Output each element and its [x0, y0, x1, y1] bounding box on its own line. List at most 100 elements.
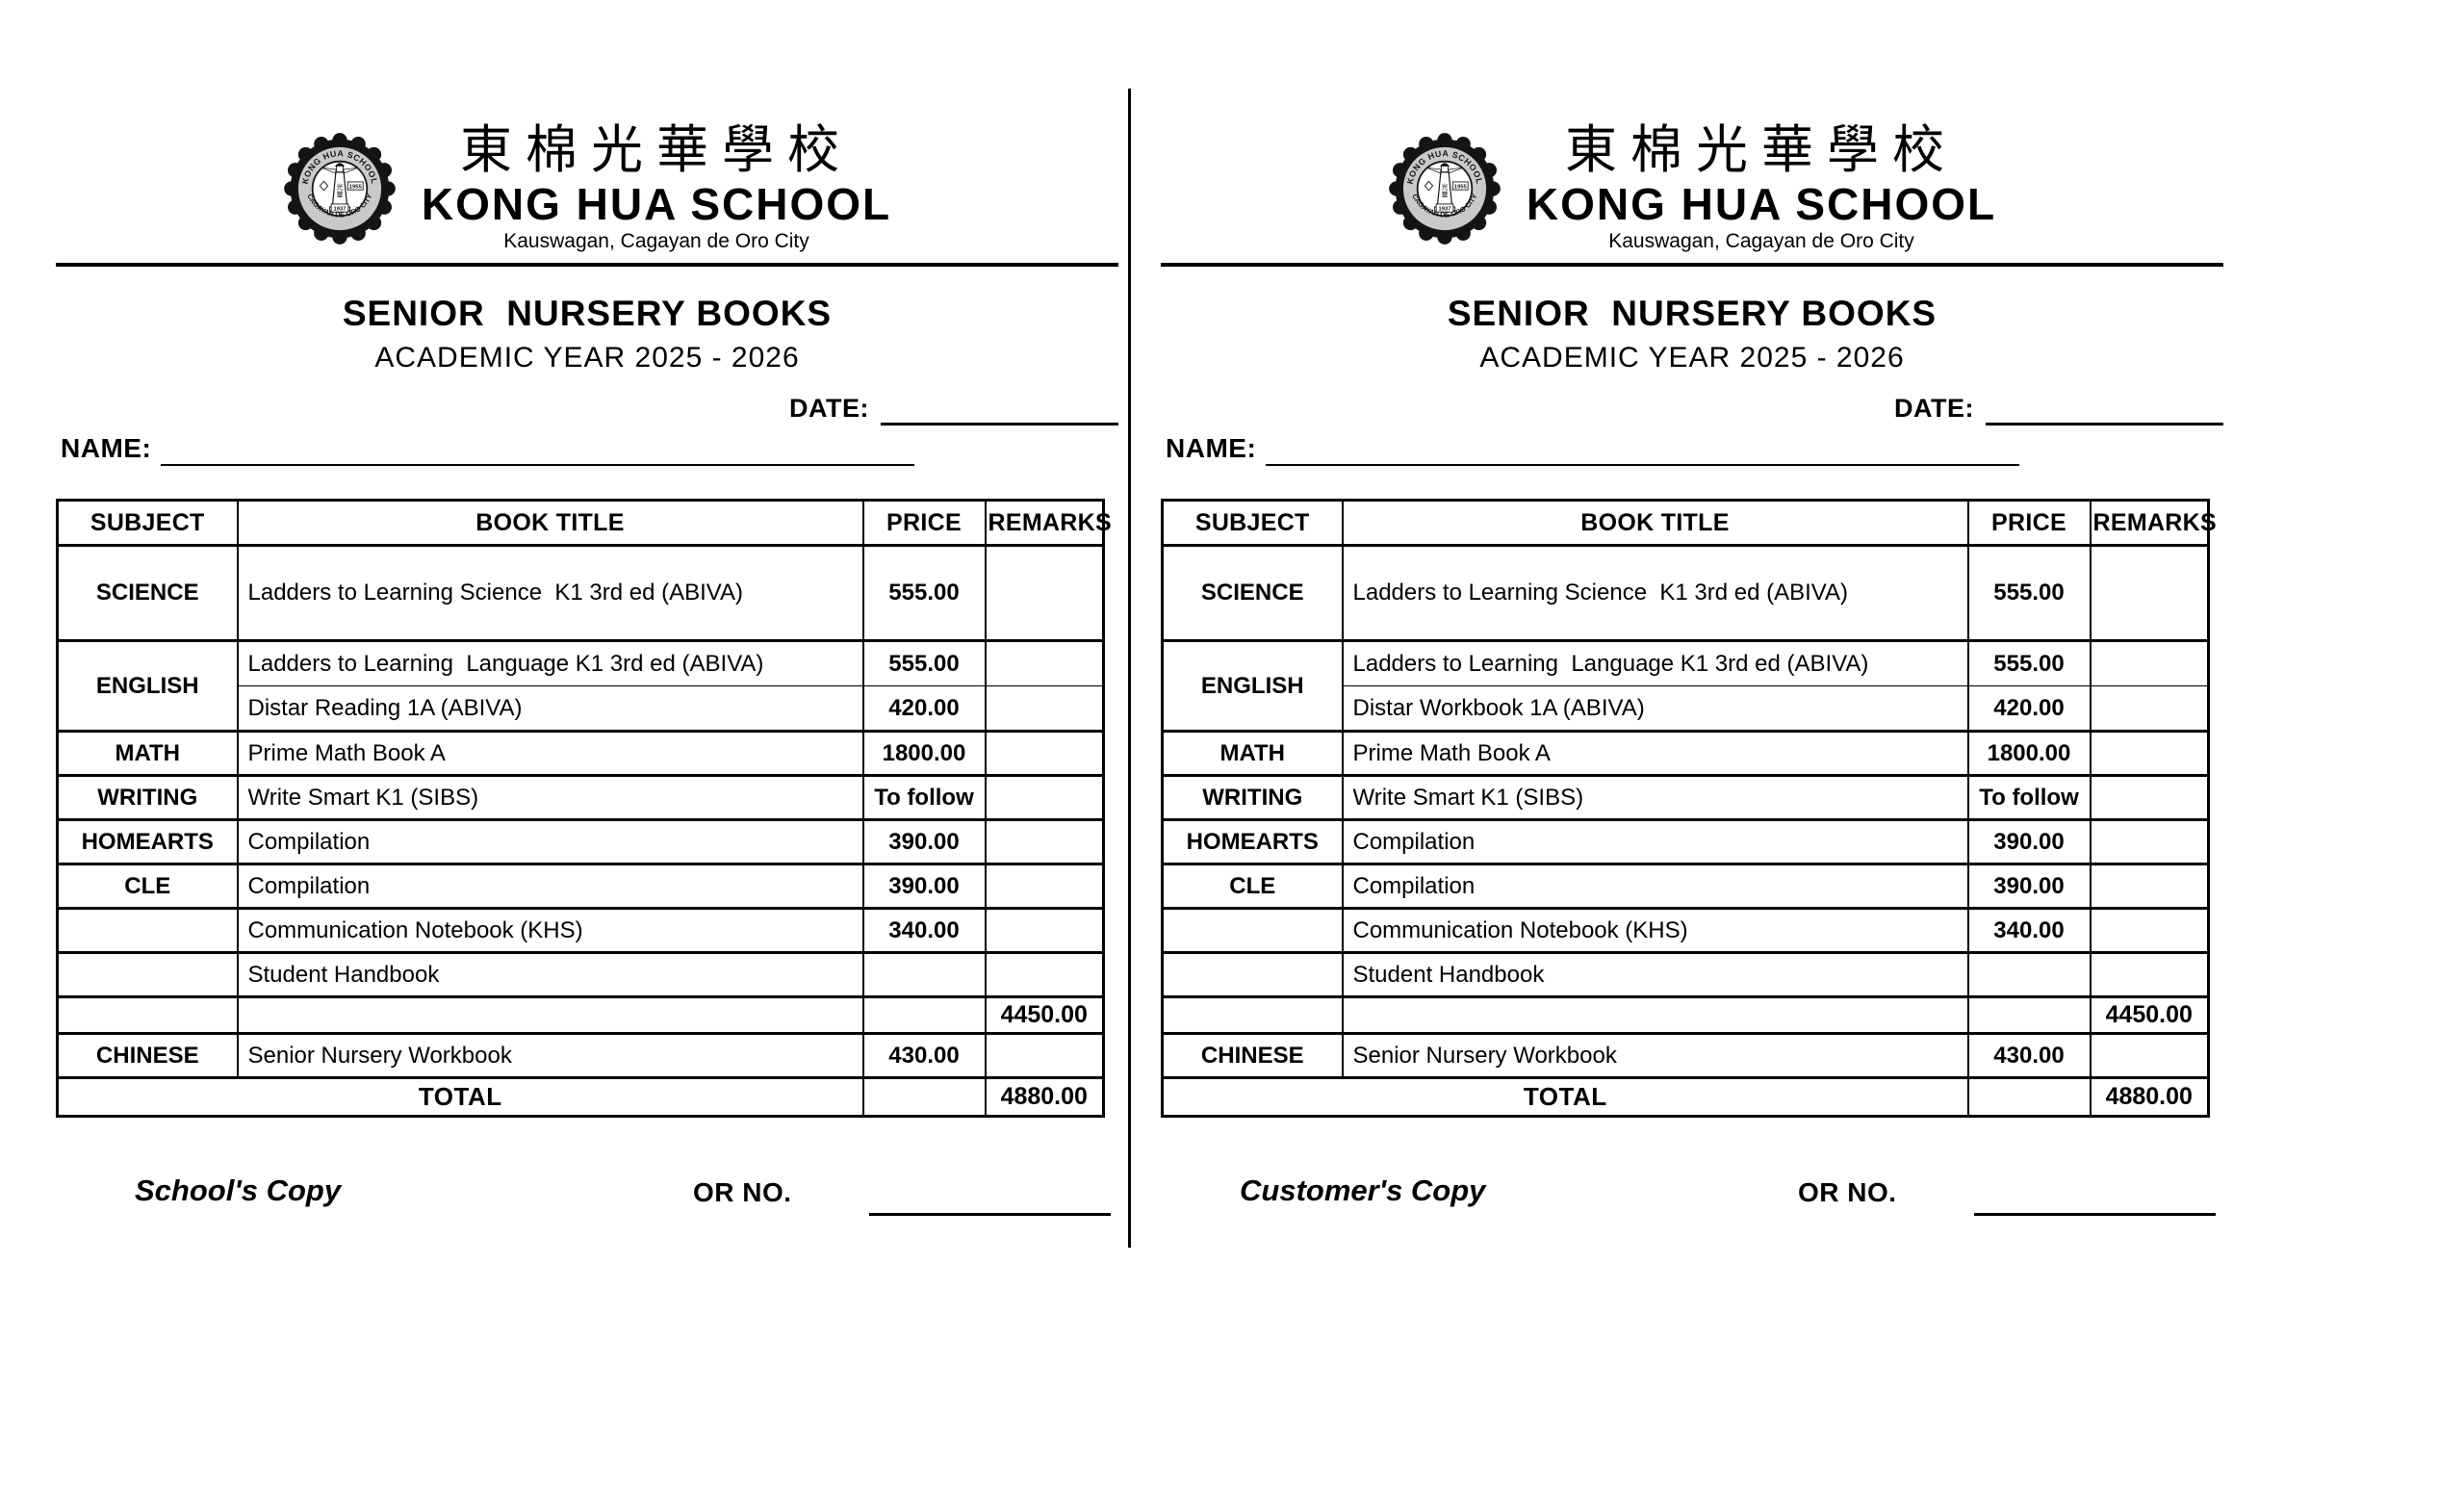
book-row: WRITING Write Smart K1 (SIBS) To follow	[1161, 774, 2210, 820]
seal-year-badges: 1955 1937	[330, 181, 364, 213]
or-no-blank-line	[1974, 1213, 2216, 1217]
remarks-cell	[2089, 863, 2210, 909]
school-copy-panel: KONG HUA SCHOOL CAGAYAN DE ORO CITY 光 華 …	[56, 0, 1118, 1348]
subject-cell: WRITING	[56, 774, 239, 820]
subject-cell	[56, 995, 239, 1034]
price-cell: 340.00	[861, 907, 987, 953]
school-chinese-name: 東棉光華學校	[459, 121, 853, 179]
remarks-cell	[2089, 818, 2210, 864]
or-no-blank-line	[869, 1213, 1111, 1217]
column-header-price: PRICE	[861, 499, 987, 548]
school-name: KONG HUA SCHOOL	[1526, 178, 1997, 229]
remarks-cell	[2089, 685, 2210, 732]
seal-year-1937: 1937	[333, 206, 346, 212]
book-row: 4450.00	[1161, 995, 2210, 1034]
subject-cell: MATH	[1161, 730, 1344, 776]
footer-row: Customer's Copy OR NO.	[1161, 1166, 2223, 1217]
remarks-cell	[2089, 774, 2210, 820]
subject-cell: ENGLISH	[56, 639, 239, 732]
price-cell	[1966, 995, 2092, 1034]
price-cell: 1800.00	[1966, 730, 2092, 776]
remarks-cell	[984, 818, 1105, 864]
school-address: Kauswagan, Cagayan de Oro City	[1608, 230, 1914, 253]
seal-year-1955: 1955	[349, 184, 363, 190]
price-cell: 555.00	[861, 639, 987, 686]
book-row: Communication Notebook (KHS) 340.00	[56, 907, 1105, 953]
book-row: Student Handbook	[56, 951, 1105, 997]
remarks-cell	[984, 639, 1105, 686]
seal-tower-char-top: 光	[1441, 182, 1448, 191]
name-blank-line	[161, 435, 915, 467]
book-row: Distar Reading 1A (ABIVA) 420.00	[58, 685, 1105, 732]
remarks-cell: 4450.00	[984, 995, 1105, 1034]
table-header-row: SUBJECT BOOK TITLE PRICE REMARKS	[1161, 499, 2217, 548]
price-cell: 555.00	[861, 544, 987, 641]
book-title-cell: Ladders to Learning Science K1 3rd ed (A…	[1341, 544, 1969, 641]
price-cell: To follow	[1966, 774, 2092, 820]
total-row: TOTAL 4880.00	[56, 1076, 1105, 1117]
book-row: SCIENCE Ladders to Learning Science K1 3r…	[56, 544, 1105, 641]
book-list-table: SUBJECT BOOK TITLE PRICE REMARKS SCIENCE…	[1161, 499, 2217, 1119]
book-title-cell: Compilation	[236, 818, 864, 864]
copy-type-label: Customer's Copy	[1240, 1174, 1486, 1208]
remarks-cell	[984, 863, 1105, 909]
book-title-cell: Student Handbook	[1341, 951, 1969, 997]
price-cell	[861, 951, 987, 997]
date-row: DATE:	[1161, 394, 2223, 426]
price-cell: 430.00	[1966, 1032, 2092, 1078]
subject-cell	[1161, 907, 1344, 953]
copy-type-label: School's Copy	[135, 1174, 342, 1208]
or-no-label: OR NO.	[693, 1177, 792, 1208]
book-row: Student Handbook	[1161, 951, 2210, 997]
seal-year-badges: 1955 1937	[1435, 181, 1469, 213]
subject-cell: CLE	[1161, 863, 1344, 909]
column-header-subject: SUBJECT	[56, 499, 239, 548]
remarks-cell	[2089, 544, 2210, 641]
book-title-cell: Compilation	[1341, 863, 1969, 909]
book-title-cell: Ladders to Learning Science K1 3rd ed (A…	[236, 544, 864, 641]
customer-copy-panel: KONG HUA SCHOOL CAGAYAN DE ORO CITY 光 華 …	[1161, 0, 2223, 1348]
book-title-cell: Communication Notebook (KHS)	[236, 907, 864, 953]
remarks-cell	[2089, 639, 2210, 686]
school-address: Kauswagan, Cagayan de Oro City	[503, 230, 809, 253]
column-header-book-title: BOOK TITLE	[236, 499, 864, 548]
book-title-cell: Prime Math Book A	[236, 730, 864, 776]
book-row: 4450.00	[56, 995, 1105, 1034]
price-cell	[861, 995, 987, 1034]
document-title: SENIOR NURSERY BOOKS	[342, 294, 833, 334]
subject-cell: HOMEARTS	[56, 818, 239, 864]
header-rule	[56, 263, 1118, 268]
remarks-cell	[2089, 907, 2210, 953]
book-title-cell	[236, 995, 864, 1034]
price-cell	[861, 1076, 987, 1117]
school-logo-block: KONG HUA SCHOOL CAGAYAN DE ORO CITY 光 華 …	[1161, 123, 2223, 253]
book-row: CHINESE Senior Nursery Workbook 430.00	[1161, 1032, 2210, 1078]
subject-cell: SCIENCE	[56, 544, 239, 641]
subject-cell: CHINESE	[56, 1032, 239, 1078]
school-seal-logo: KONG HUA SCHOOL CAGAYAN DE ORO CITY 光 華 …	[284, 132, 396, 245]
book-row: SCIENCE Ladders to Learning Science K1 3r…	[1161, 544, 2210, 641]
date-label: DATE:	[1894, 394, 1974, 424]
price-cell	[1966, 951, 2092, 997]
seal-tower-char-bottom: 華	[1441, 190, 1448, 198]
column-header-book-title: BOOK TITLE	[1341, 499, 1969, 548]
total-row: TOTAL 4880.00	[1161, 1076, 2210, 1117]
subject-cell: CLE	[56, 863, 239, 909]
book-title-cell: Communication Notebook (KHS)	[1341, 907, 1969, 953]
name-row: NAME:	[61, 433, 1118, 467]
book-title-cell: Compilation	[1341, 818, 1969, 864]
price-cell	[1966, 1076, 2092, 1117]
school-logo-text: 東棉光華學校 KONG HUA SCHOOL Kauswagan, Cagaya…	[1527, 123, 1996, 253]
subject-cell: ENGLISH	[1161, 639, 1344, 732]
book-title-cell: Compilation	[236, 863, 864, 909]
seal-tower-char-top: 光	[336, 182, 343, 191]
book-title-cell: Write Smart K1 (SIBS)	[236, 774, 864, 820]
subject-cell	[56, 907, 239, 953]
copies-divider-line	[1128, 89, 1131, 1248]
name-label: NAME:	[61, 433, 152, 464]
book-row: CLE Compilation 390.00	[56, 863, 1105, 909]
or-no-label: OR NO.	[1798, 1177, 1897, 1208]
name-row: NAME:	[1166, 433, 2223, 467]
book-row: HOMEARTS Compilation 390.00	[1161, 818, 2210, 864]
